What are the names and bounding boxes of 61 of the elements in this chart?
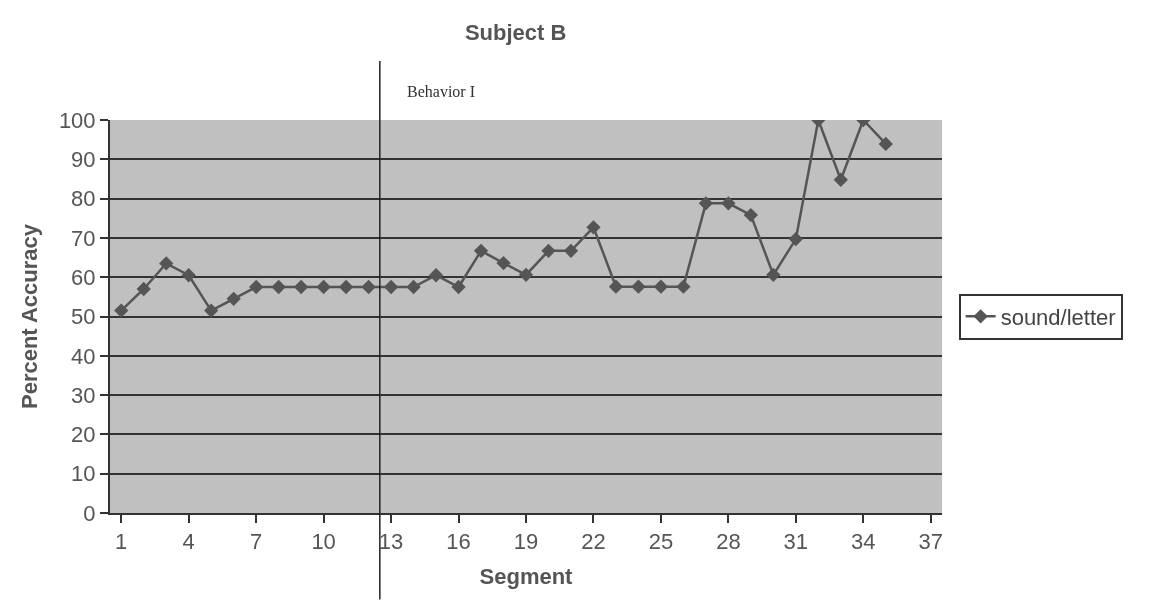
point — [518, 267, 534, 282]
x-tick-label: 4 — [182, 529, 195, 555]
point — [383, 279, 399, 295]
point — [586, 220, 601, 235]
point — [114, 303, 129, 318]
y-tick-label: 20 — [71, 422, 96, 448]
y-tick-label: 90 — [71, 147, 96, 172]
y-tick-label: 40 — [71, 343, 96, 369]
x-tick-label: 1 — [115, 529, 128, 555]
point — [226, 291, 241, 306]
point — [878, 136, 893, 152]
x-tick-label: 34 — [851, 529, 876, 555]
point — [136, 281, 151, 297]
y-tick-label: 70 — [71, 225, 96, 251]
point — [788, 231, 803, 247]
point — [293, 279, 309, 295]
x-tick-label: 22 — [581, 529, 606, 555]
y-axis-title: Percent Accuracy — [17, 223, 43, 410]
point — [496, 255, 511, 271]
ref-line-label: Behavior I — [407, 83, 475, 100]
chart-title: Subject B — [464, 19, 567, 45]
point — [653, 279, 669, 294]
x-tick-label: 37 — [918, 529, 943, 555]
point — [698, 196, 714, 211]
point — [833, 172, 848, 187]
point — [743, 207, 759, 223]
x-tick-label: 19 — [513, 529, 539, 555]
y-tick-label: 10 — [71, 461, 96, 487]
point — [721, 196, 736, 211]
x-tick-label: 31 — [783, 529, 809, 555]
y-tick-label: 60 — [71, 264, 96, 290]
x-tick-label: 16 — [446, 529, 471, 555]
point — [608, 279, 624, 294]
point — [631, 279, 646, 294]
y-tick-label: 80 — [71, 186, 96, 212]
point — [451, 279, 466, 295]
point — [541, 243, 556, 259]
x-tick-label: 28 — [716, 529, 741, 555]
point — [676, 279, 691, 294]
point — [428, 268, 444, 283]
point — [563, 243, 579, 259]
point — [181, 268, 196, 283]
x-tick-label: 25 — [648, 529, 674, 555]
point — [271, 279, 286, 295]
y-tick-label: 30 — [71, 382, 96, 408]
point — [766, 267, 781, 282]
x-axis-title: Segment — [479, 563, 574, 589]
point — [338, 279, 354, 295]
point — [159, 256, 174, 271]
y-tick-label: 0 — [83, 500, 96, 526]
point — [473, 243, 489, 259]
y-tick-label: 100 — [58, 107, 96, 133]
point — [361, 279, 376, 295]
y-tick-label: 50 — [71, 304, 96, 330]
point — [249, 279, 264, 295]
point — [406, 279, 421, 295]
x-tick-label: 10 — [311, 529, 336, 555]
legend-label: sound/letter — [1000, 304, 1116, 330]
x-tick-label: 7 — [250, 529, 263, 555]
point — [316, 279, 331, 295]
point — [204, 303, 219, 318]
